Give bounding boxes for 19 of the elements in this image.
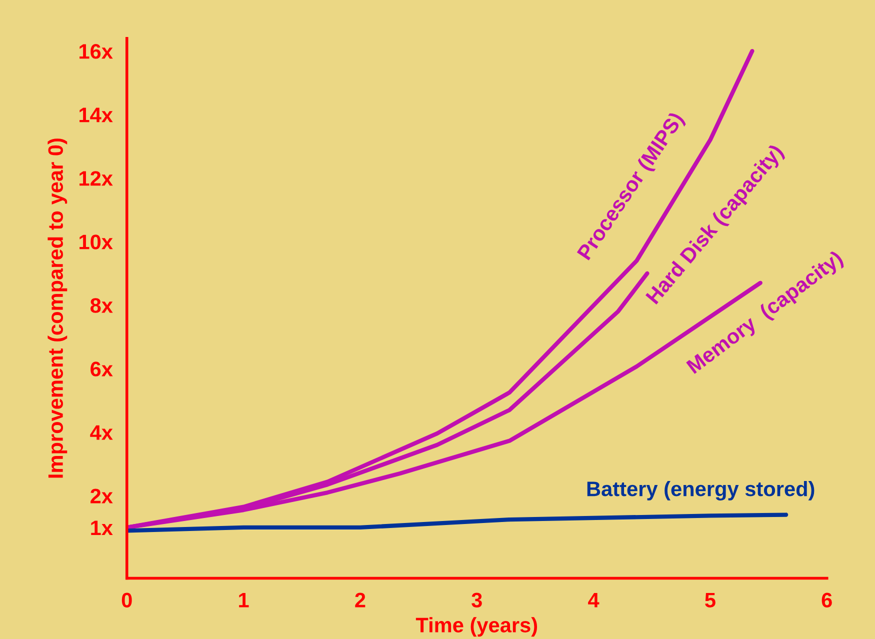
x-tick-label: 5 <box>705 592 716 608</box>
y-tick-label: 14x <box>80 108 113 122</box>
x-tick-label: 3 <box>472 592 482 608</box>
x-tick-label: 1 <box>239 592 249 608</box>
y-tick-label: 2x <box>90 488 113 504</box>
y-tick-label: 16x <box>80 44 113 59</box>
y-tick-label: 6x <box>90 362 113 376</box>
series-label: Battery (energy stored) <box>587 480 814 500</box>
x-tick-label: 0 <box>122 592 132 608</box>
x-tick-label: 2 <box>355 592 366 608</box>
y-tick-label: 8x <box>90 298 113 313</box>
y-tick-label: 1x <box>91 520 113 536</box>
x-tick-label: 6 <box>822 592 832 608</box>
x-axis-title: Time (years) <box>416 617 538 637</box>
y-tick-label: 10x <box>80 234 113 250</box>
x-tick-label: 4 <box>588 592 600 608</box>
y-axis-title: Improvement (compared to year 0) <box>48 138 68 478</box>
y-tick-label: 4x <box>90 425 113 440</box>
y-tick-label: 12x <box>80 171 113 186</box>
